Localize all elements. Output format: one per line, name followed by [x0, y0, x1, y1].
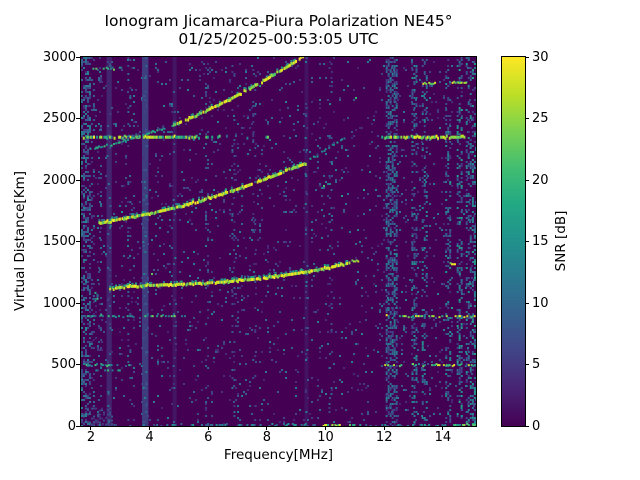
y-tick-label: 0: [67, 418, 76, 434]
y-tick-label: 500: [51, 357, 76, 372]
colorbar-tick-label: 30: [532, 49, 549, 65]
x-tick-label: 6: [204, 430, 213, 445]
colorbar-tick-label: 5: [532, 357, 541, 372]
y-tick-mark: [76, 302, 80, 304]
x-tick-label: 8: [262, 430, 272, 445]
colorbar-label: SNR [dB]: [553, 210, 569, 272]
x-tick-label: 2: [86, 430, 96, 445]
colorbar-tick-mark: [525, 425, 529, 427]
x-tick-mark: [207, 426, 209, 430]
x-tick-mark: [149, 426, 151, 430]
colorbar-gradient: [502, 57, 525, 426]
y-tick-mark: [76, 241, 80, 242]
y-tick-mark: [76, 364, 80, 365]
x-tick-mark: [442, 426, 444, 430]
y-tick-label: 1500: [42, 234, 76, 249]
colorbar-tick-label: 15: [532, 234, 549, 249]
colorbar-tick-label: 10: [532, 295, 549, 311]
colorbar-tick-mark: [525, 241, 529, 242]
x-tick-label: 14: [434, 430, 452, 445]
figure-title: Ionogram Jicamarca-Piura Polarization NE…: [104, 12, 453, 30]
x-tick-mark: [90, 426, 92, 430]
y-tick-mark: [76, 56, 80, 58]
y-tick-label: 1000: [42, 295, 76, 311]
y-tick-label: 3000: [42, 49, 76, 65]
colorbar-tick-label: 20: [532, 172, 549, 188]
colorbar-tick-mark: [525, 364, 529, 365]
x-tick-label: 4: [145, 430, 154, 445]
y-axis-label: Virtual Distance[Km]: [12, 171, 28, 311]
x-tick-mark: [383, 426, 385, 430]
ionogram-heatmap-canvas: [81, 57, 476, 426]
colorbar-tick-mark: [525, 118, 529, 119]
x-tick-mark: [266, 426, 268, 430]
y-tick-label: 2000: [42, 172, 76, 188]
figure-subtitle: 01/25/2025-00:53:05 UTC: [178, 30, 379, 48]
colorbar-tick-mark: [525, 56, 529, 58]
y-tick-mark: [76, 118, 80, 119]
y-tick-mark: [76, 179, 80, 181]
x-tick-label: 10: [317, 430, 334, 445]
y-tick-mark: [76, 425, 80, 427]
x-axis-label: Frequency[MHz]: [223, 447, 334, 463]
colorbar-tick-mark: [525, 302, 529, 304]
y-tick-label: 2500: [42, 111, 76, 126]
x-tick-mark: [325, 426, 327, 430]
colorbar-tick-label: 0: [532, 418, 541, 434]
colorbar-tick-label: 25: [532, 111, 549, 126]
x-tick-label: 12: [375, 430, 393, 445]
colorbar-tick-mark: [525, 179, 529, 181]
